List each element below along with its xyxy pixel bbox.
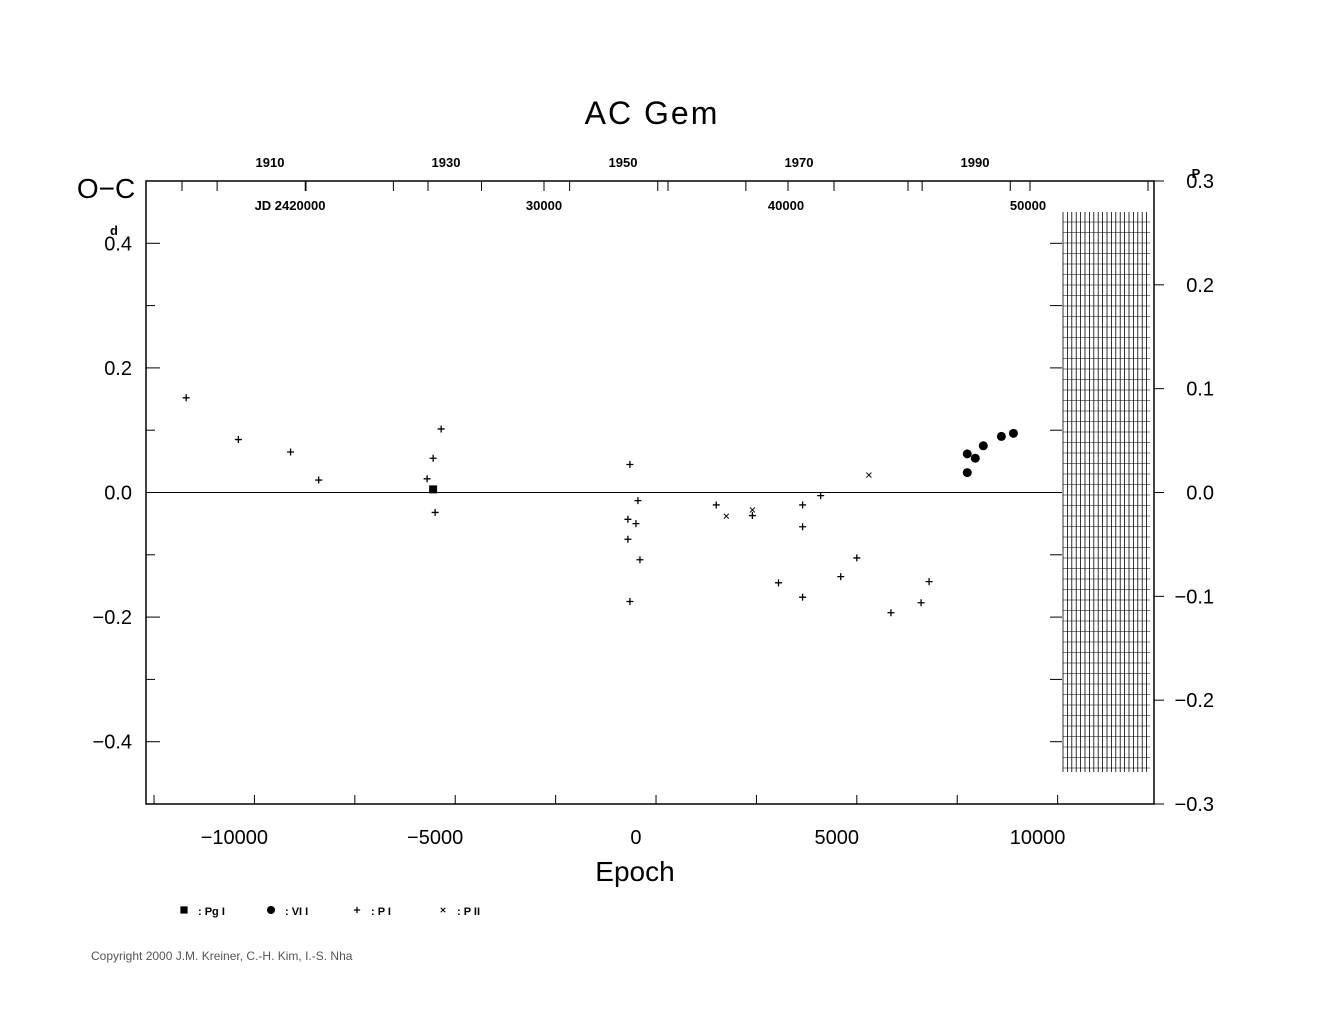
marker-circle bbox=[266, 905, 276, 915]
legend: : Pg I : VI I : P I : P II bbox=[180, 905, 480, 918]
future-hatch bbox=[1062, 212, 1150, 772]
x-tick-label: −5000 bbox=[407, 827, 463, 849]
year-label: 1930 bbox=[432, 155, 461, 170]
year-labels: 1910 1930 1950 1970 1990 bbox=[256, 155, 990, 170]
jd-labels: JD 2420000 30000 40000 50000 bbox=[255, 198, 1047, 213]
marker-plus bbox=[624, 515, 632, 523]
year-label: 1910 bbox=[256, 155, 285, 170]
x-tick-label: 5000 bbox=[814, 827, 859, 849]
marker-circle bbox=[1008, 428, 1018, 438]
marker-plus bbox=[712, 501, 720, 509]
marker-circle bbox=[962, 468, 972, 478]
marker-plus bbox=[626, 598, 634, 606]
marker-plus bbox=[748, 512, 756, 520]
right-unit-label: P bbox=[1192, 166, 1201, 181]
jd-label: 30000 bbox=[526, 198, 562, 213]
right-tick-label: 0.0 bbox=[1186, 483, 1214, 505]
marker-plus bbox=[837, 573, 845, 581]
jd-label: JD 2420000 bbox=[255, 198, 326, 213]
x-axis-title: Epoch bbox=[595, 856, 674, 887]
marker-square bbox=[429, 485, 438, 494]
marker-plus bbox=[624, 535, 632, 543]
marker-plus bbox=[182, 394, 190, 402]
data-points bbox=[182, 394, 1018, 617]
marker-circle bbox=[978, 441, 988, 451]
marker-plus bbox=[632, 520, 640, 528]
marker-plus bbox=[234, 436, 242, 444]
year-label: 1990 bbox=[961, 155, 990, 170]
y-tick-label: −0.2 bbox=[93, 607, 132, 629]
y-tick-label: 0.4 bbox=[104, 233, 132, 255]
x-tick-label: −10000 bbox=[201, 827, 268, 849]
legend-label: : Pg I bbox=[198, 906, 225, 918]
y-tick-label: −0.4 bbox=[93, 732, 132, 754]
marker-plus bbox=[431, 508, 439, 516]
marker-plus bbox=[626, 460, 634, 468]
marker-x bbox=[723, 513, 730, 520]
marker-plus bbox=[799, 523, 807, 531]
right-tick-label: 0.3 bbox=[1186, 171, 1214, 193]
marker-plus bbox=[423, 475, 431, 483]
legend-label: : P II bbox=[457, 906, 480, 918]
y-tick-label: 0.2 bbox=[104, 358, 132, 380]
marker-x bbox=[866, 472, 872, 478]
marker-x bbox=[749, 507, 756, 513]
marker-plus bbox=[634, 497, 642, 505]
marker-plus bbox=[887, 609, 895, 617]
marker-plus bbox=[353, 906, 361, 914]
right-tick-label: −0.2 bbox=[1175, 690, 1214, 712]
y-tick-labels: 0.4 0.2 0.0 −0.2 −0.4 bbox=[93, 233, 132, 753]
marker-square bbox=[180, 906, 188, 914]
marker-x bbox=[440, 907, 446, 913]
x-tick-labels: −10000 −5000 0 5000 10000 bbox=[201, 827, 1066, 849]
marker-circle bbox=[962, 449, 972, 459]
marker-plus bbox=[315, 476, 323, 484]
right-tick-label: −0.1 bbox=[1175, 586, 1214, 608]
year-label: 1970 bbox=[785, 155, 814, 170]
marker-plus bbox=[636, 556, 644, 564]
marker-plus bbox=[775, 579, 783, 587]
x-tick-label: 0 bbox=[630, 827, 641, 849]
axis-ticks bbox=[146, 180, 1164, 805]
marker-plus bbox=[917, 599, 925, 607]
y-axis-title: O−C bbox=[77, 173, 135, 204]
year-label: 1950 bbox=[609, 155, 638, 170]
jd-label: 40000 bbox=[768, 198, 804, 213]
copyright-note: Copyright 2000 J.M. Kreiner, C.-H. Kim, … bbox=[91, 949, 353, 963]
marker-plus bbox=[429, 454, 437, 462]
marker-circle bbox=[970, 453, 980, 463]
right-tick-labels: 0.3 0.2 0.1 0.0 −0.1 −0.2 −0.3 bbox=[1175, 171, 1214, 816]
right-tick-label: 0.1 bbox=[1186, 379, 1214, 401]
y-tick-label: 0.0 bbox=[104, 483, 132, 505]
marker-plus bbox=[853, 554, 861, 562]
marker-circle bbox=[996, 431, 1006, 441]
marker-plus bbox=[817, 492, 825, 500]
marker-plus bbox=[925, 578, 933, 586]
marker-plus bbox=[799, 501, 807, 509]
chart-title: AC Gem bbox=[585, 95, 720, 131]
marker-plus bbox=[287, 448, 295, 456]
jd-label: 50000 bbox=[1010, 198, 1046, 213]
right-tick-label: −0.3 bbox=[1175, 794, 1214, 816]
legend-label: : VI I bbox=[285, 906, 308, 918]
y-unit-label: d bbox=[110, 223, 118, 238]
legend-label: : P I bbox=[371, 906, 391, 918]
marker-plus bbox=[437, 425, 445, 433]
x-tick-label: 10000 bbox=[1010, 827, 1066, 849]
marker-plus bbox=[799, 593, 807, 601]
right-tick-label: 0.2 bbox=[1186, 275, 1214, 297]
